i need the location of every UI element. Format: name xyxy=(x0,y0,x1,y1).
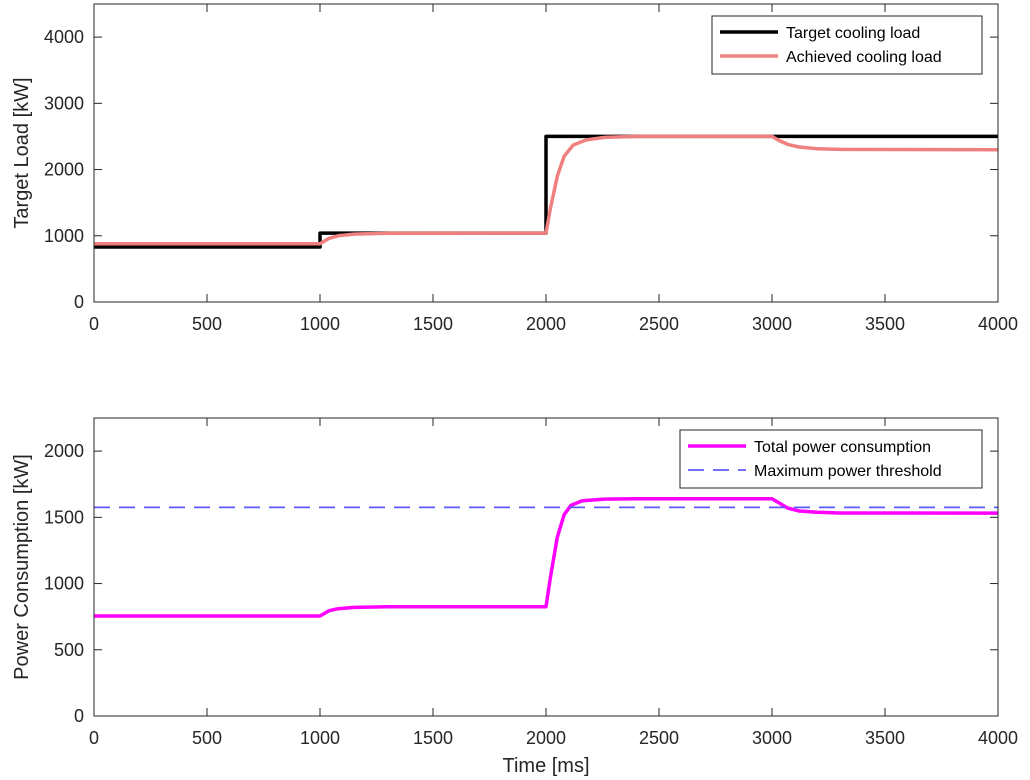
y-tick-label: 2000 xyxy=(44,441,84,461)
x-tick-label: 4000 xyxy=(978,728,1018,748)
legend-box xyxy=(679,429,983,489)
legend-entry-label: Achieved cooling load xyxy=(786,49,942,66)
y-tick-label: 1000 xyxy=(44,226,84,246)
x-tick-label: 2500 xyxy=(639,728,679,748)
x-tick-label: 3000 xyxy=(752,314,792,334)
y-tick-label: 4000 xyxy=(44,27,84,47)
x-tick-label: 1500 xyxy=(413,314,453,334)
legend: Target cooling load Achieved cooling load xyxy=(711,15,983,75)
x-tick-label: 3500 xyxy=(865,314,905,334)
chart-panel-1: 0 500 1000 1500 2000 2500 3000 3500 4000 0 1000 200… xyxy=(11,3,1018,334)
legend-entry-label: Total power consumption xyxy=(754,439,931,456)
y-axis-label: Target Load [kW] xyxy=(11,77,33,228)
series-line-2 xyxy=(94,134,999,246)
x-tick-label: 2000 xyxy=(526,728,566,748)
legend-box xyxy=(711,15,983,75)
x-tick-label: 2500 xyxy=(639,314,679,334)
x-tick-label: 4000 xyxy=(978,314,1018,334)
x-tick-label: 1000 xyxy=(300,314,340,334)
x-tick-label: 1500 xyxy=(413,728,453,748)
legend-entry-label: Target cooling load xyxy=(786,25,920,42)
x-tick-label: 3500 xyxy=(865,728,905,748)
x-tick-label: 500 xyxy=(192,728,222,748)
y-axis-label: Power Consumption [kW] xyxy=(11,454,33,680)
x-tick-label: 1000 xyxy=(300,728,340,748)
y-tick-label: 0 xyxy=(74,292,84,312)
x-tick-label: 2000 xyxy=(526,314,566,334)
x-axis-label: Time [ms] xyxy=(502,755,589,777)
chart-panel-2: 0 500 1000 1500 2000 2500 3000 3500 4000 0 500 1000… xyxy=(11,417,1018,777)
y-tick-label: 3000 xyxy=(44,93,84,113)
y-tick-label: 500 xyxy=(54,640,84,660)
x-tick-label: 3000 xyxy=(752,728,792,748)
legend: Total power consumption Maximum power thr… xyxy=(679,429,983,489)
x-tick-label: 0 xyxy=(89,314,99,334)
x-tick-label: 500 xyxy=(192,314,222,334)
y-tick-label: 1500 xyxy=(44,507,84,527)
y-tick-label: 2000 xyxy=(44,160,84,180)
legend-entry-label: Maximum power threshold xyxy=(754,463,942,480)
y-tick-label: 0 xyxy=(74,706,84,726)
x-tick-label: 0 xyxy=(89,728,99,748)
series-line-1 xyxy=(94,497,999,618)
y-tick-label: 1000 xyxy=(44,574,84,594)
